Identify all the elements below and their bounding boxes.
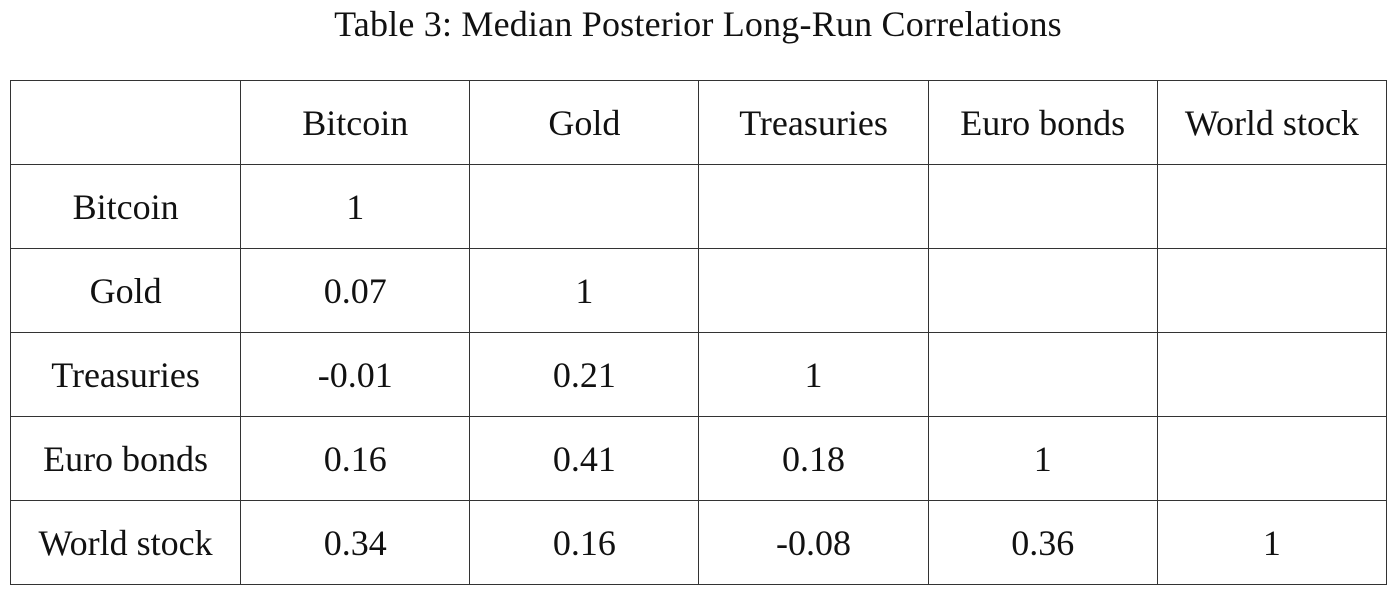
table-cell: [927, 332, 1158, 417]
row-header-gold: Gold: [9, 248, 242, 333]
table-cell: 0.18: [698, 416, 929, 501]
table-cell: -0.08: [698, 500, 929, 585]
table-cell: 0.21: [469, 332, 700, 417]
table-cell: 1: [1156, 500, 1388, 585]
column-header-bitcoin: Bitcoin: [240, 80, 471, 165]
row-header-bitcoin: Bitcoin: [9, 164, 242, 249]
column-header-world-stock: World stock: [1156, 80, 1388, 165]
table-cell: -0.01: [240, 332, 471, 417]
row-header-world-stock: World stock: [9, 500, 242, 585]
table-cell: 0.07: [240, 248, 471, 333]
table-row: Euro bonds 0.16 0.41 0.18 1: [9, 416, 1388, 501]
table-cell: 1: [240, 164, 471, 249]
table-cell: [927, 164, 1158, 249]
table-cell: [698, 164, 929, 249]
table-row: Bitcoin 1: [9, 164, 1388, 249]
table-cell: 1: [927, 416, 1158, 501]
correlation-table: Bitcoin Gold Treasuries Euro bonds World…: [9, 80, 1388, 585]
table-cell: [1156, 248, 1388, 333]
corner-cell: [9, 80, 242, 165]
table-cell: 0.34: [240, 500, 471, 585]
table-cell: [1156, 332, 1388, 417]
table-row: Treasuries -0.01 0.21 1: [9, 332, 1388, 417]
table-cell: [1156, 416, 1388, 501]
table-caption: Table 3: Median Posterior Long-Run Corre…: [334, 4, 1062, 44]
table-row: Gold 0.07 1: [9, 248, 1388, 333]
header-row: Bitcoin Gold Treasuries Euro bonds World…: [9, 80, 1388, 165]
table-cell: 1: [698, 332, 929, 417]
table-cell: [1156, 164, 1388, 249]
column-header-treasuries: Treasuries: [698, 80, 929, 165]
table-cell: 0.41: [469, 416, 700, 501]
table-cell: 1: [469, 248, 700, 333]
row-header-treasuries: Treasuries: [9, 332, 242, 417]
table-cell: 0.36: [927, 500, 1158, 585]
table-cell: 0.16: [469, 500, 700, 585]
table-cell: 0.16: [240, 416, 471, 501]
table-row: World stock 0.34 0.16 -0.08 0.36 1: [9, 500, 1388, 585]
table-cell: [927, 248, 1158, 333]
table-cell: [469, 164, 700, 249]
row-header-euro-bonds: Euro bonds: [9, 416, 242, 501]
column-header-euro-bonds: Euro bonds: [927, 80, 1158, 165]
table-cell: [698, 248, 929, 333]
column-header-gold: Gold: [469, 80, 700, 165]
